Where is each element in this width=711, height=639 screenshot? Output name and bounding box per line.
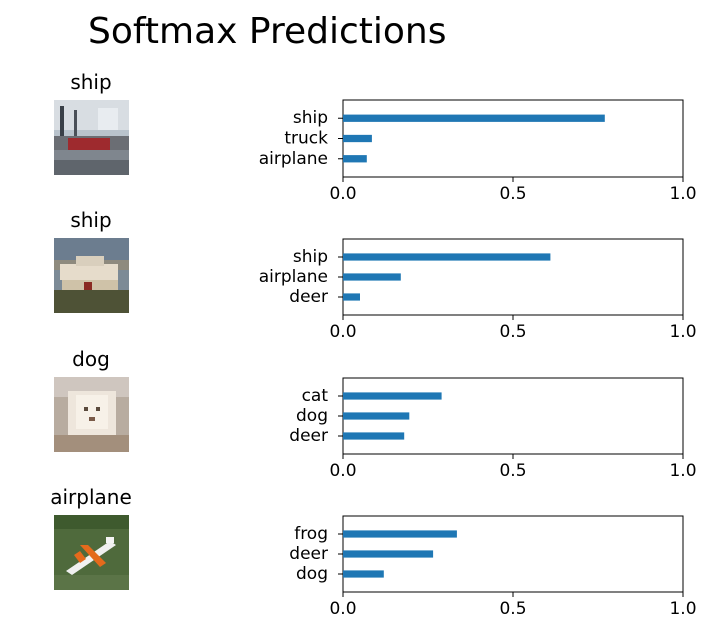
y-tick-label-dog: dog (296, 406, 328, 426)
airplane-thumbnail-image (54, 515, 129, 590)
bar-cat (343, 392, 442, 400)
x-tick-label: 0.0 (329, 461, 356, 481)
x-tick-label: 1.0 (669, 599, 696, 619)
x-tick-label: 1.0 (669, 461, 696, 481)
y-tick-label-deer: deer (289, 287, 328, 307)
boat-thumbnail-image (54, 238, 129, 313)
y-tick-label-dog: dog (296, 564, 328, 584)
y-tick-label-airplane: airplane (259, 149, 328, 169)
image-title-4: airplane (50, 485, 132, 509)
x-tick-label: 0.0 (329, 322, 356, 342)
x-tick-label: 0.0 (329, 599, 356, 619)
x-tick-label: 1.0 (669, 184, 696, 204)
bar-dog (343, 570, 384, 578)
bar-ship (343, 253, 551, 261)
bar-dog (343, 412, 410, 420)
dog-thumbnail-image (54, 377, 129, 452)
ship-thumbnail-image (54, 100, 129, 175)
figure-title: Softmax Predictions (88, 11, 447, 52)
image-title-1: ship (70, 70, 112, 94)
x-tick-label: 0.5 (499, 322, 526, 342)
image-title-2: ship (70, 208, 112, 232)
y-tick-label-deer: deer (289, 426, 328, 446)
y-tick-label-ship: ship (293, 108, 328, 128)
plot-frame-1 (342, 99, 684, 178)
image-title-3: dog (72, 347, 110, 371)
bar-deer (343, 293, 360, 301)
y-tick-label-airplane: airplane (259, 267, 328, 287)
y-tick-label-ship: ship (293, 247, 328, 267)
bar-deer (343, 550, 434, 558)
bar-frog (343, 530, 457, 538)
x-tick-label: 0.5 (499, 599, 526, 619)
y-tick-label-cat: cat (302, 386, 329, 406)
y-tick-label-frog: frog (294, 524, 328, 544)
bar-airplane (343, 155, 367, 163)
bar-truck (343, 134, 372, 143)
bar-airplane (343, 273, 401, 281)
x-tick-label: 0.0 (329, 184, 356, 204)
bar-ship (343, 114, 605, 122)
x-tick-label: 0.5 (499, 461, 526, 481)
x-tick-label: 0.5 (499, 184, 526, 204)
y-tick-label-truck: truck (284, 129, 328, 149)
bar-deer (343, 432, 405, 440)
y-tick-label-deer: deer (289, 544, 328, 564)
x-tick-label: 1.0 (669, 322, 696, 342)
